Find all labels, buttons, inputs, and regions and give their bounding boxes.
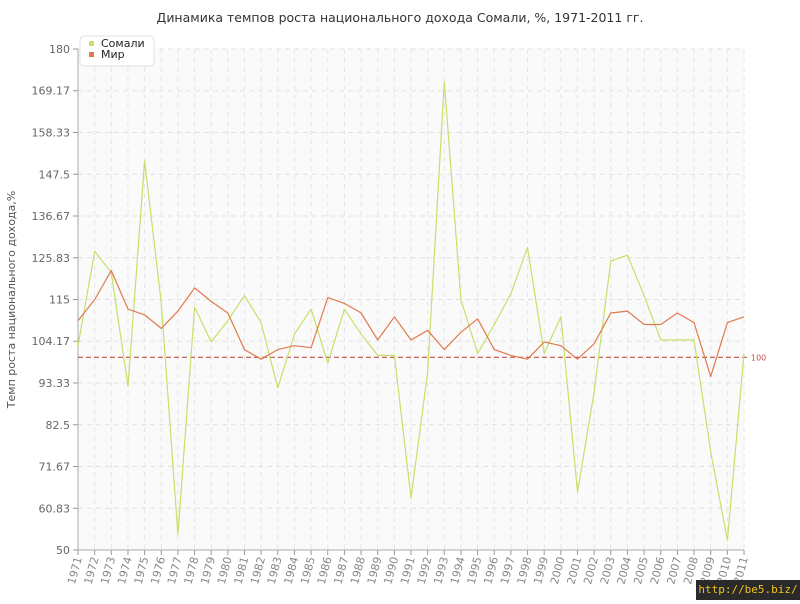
chart-title: Динамика темпов роста национального дохо… [157,10,644,25]
legend-box [79,35,155,67]
y-tick-label: 136.67 [32,210,71,223]
legend-swatch [89,52,94,57]
legend-label: Мир [101,48,125,61]
y-tick-label: 104.17 [32,335,71,348]
y-tick-label: 180 [49,43,70,56]
y-tick-label: 82.5 [46,419,71,432]
y-tick-label: 50 [56,544,70,557]
y-tick-label: 71.67 [39,460,71,473]
y-tick-label: 115 [49,294,70,307]
legend-swatch [89,41,94,46]
series-group [77,81,745,542]
y-tick-label: 93.33 [39,377,71,390]
y-tick-label: 158.33 [32,127,71,140]
y-tick-label: 125.83 [32,252,71,265]
y-axis-label: Темп роста национального дохода,% [5,191,18,409]
series-line-1 [77,270,745,378]
legend-label: Сомали [101,37,145,50]
grid [77,48,745,551]
y-tick-label: 60.83 [39,502,71,515]
y-tick-label: 169.17 [32,85,71,98]
reference-line-group: 100 [78,353,766,362]
reference-line-label: 100 [751,353,766,362]
y-tick-label: 147.5 [39,168,71,181]
series-line-0 [77,81,745,542]
watermark: http://be5.biz/ [696,580,800,600]
